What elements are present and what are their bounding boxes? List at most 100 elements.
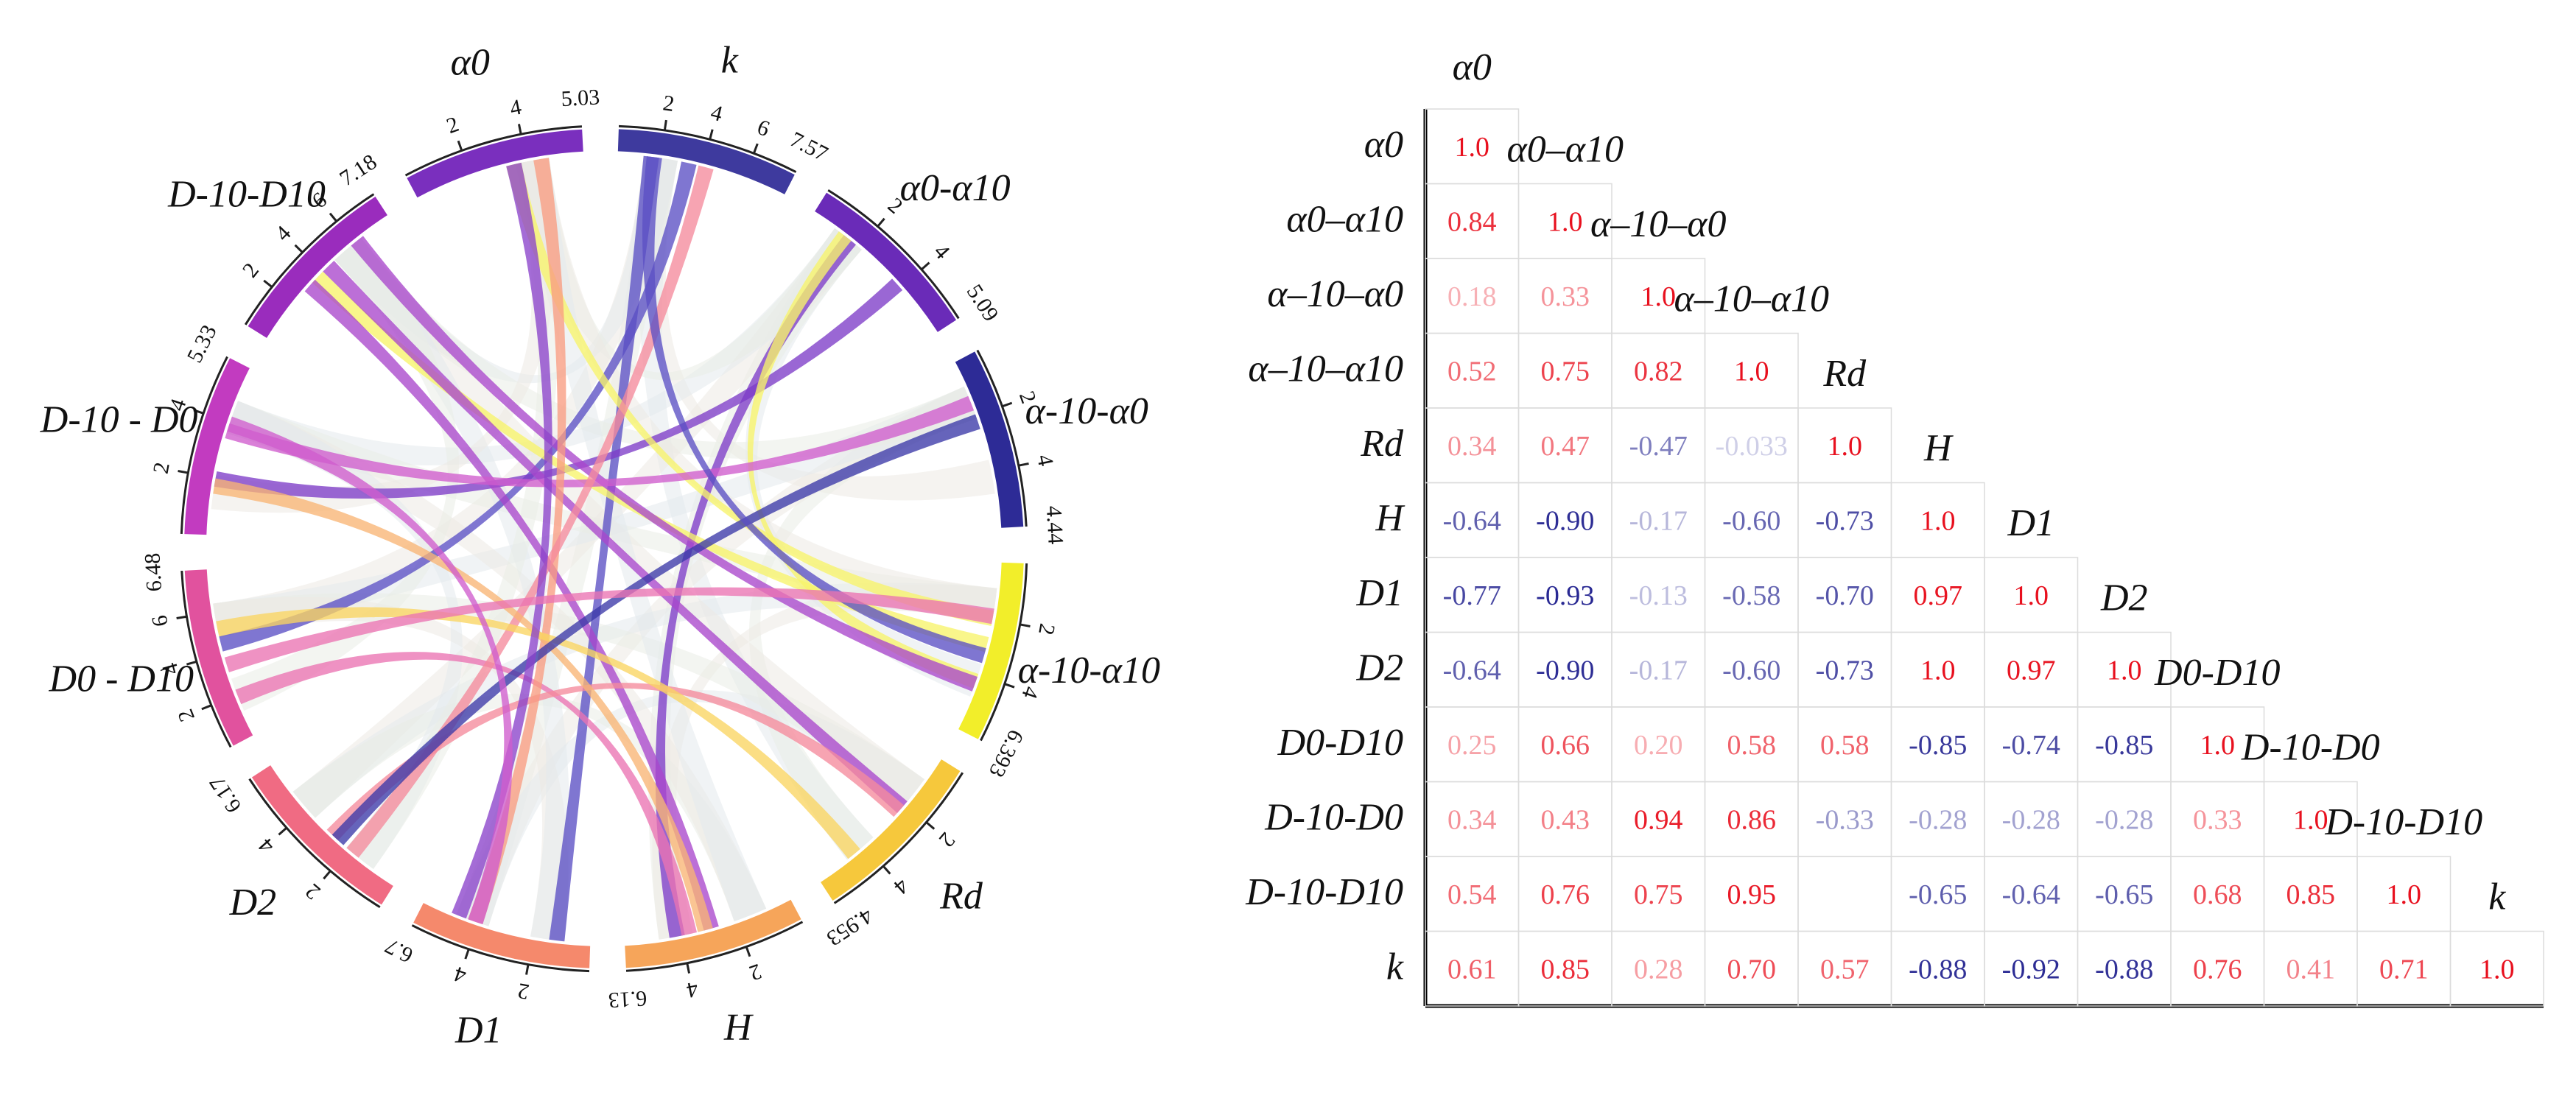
segment-label-a0a10: α0-α10 — [900, 167, 1011, 209]
matrix-row-label: H — [1375, 497, 1405, 539]
matrix-diag-label: α–10–α0 — [1590, 203, 1727, 245]
matrix-cell-value: 0.70 — [1727, 954, 1777, 985]
matrix-cell-value: -0.17 — [1629, 505, 1688, 536]
segment-max-label: 6.7 — [382, 934, 417, 968]
matrix-labels: α0 α0 α0–α10 α0–α10 α–10–α0 α–10–α0 α–10–α10 α–… — [1245, 46, 2506, 988]
chord-ribbon — [214, 278, 903, 499]
matrix-diag-label: α–10–α10 — [1674, 278, 1829, 320]
chord-ribbon — [224, 587, 994, 672]
segment-label-D1: D1 — [455, 1009, 502, 1051]
matrix-row-label: α0 — [1364, 124, 1403, 166]
tick-mark — [193, 409, 204, 415]
tick-mark — [663, 119, 667, 131]
background-ribbon — [226, 401, 997, 622]
segment-max-label: 4.953 — [822, 904, 877, 951]
matrix-cell-value: -0.74 — [2002, 730, 2060, 761]
tick-label: 4 — [508, 95, 523, 121]
matrix-cell-value: -0.77 — [1443, 580, 1501, 611]
chord-ribbon — [323, 260, 908, 814]
segment-arc-Dm10D10 — [248, 196, 387, 338]
tick-mark — [709, 129, 714, 140]
matrix-cell-value: 0.33 — [1541, 281, 1590, 312]
segment-arc-a0 — [407, 129, 583, 198]
tick-mark — [877, 217, 885, 228]
segment-max-label: 4.44 — [1042, 505, 1068, 545]
matrix-diag-label: k — [2488, 876, 2506, 918]
chord-ribbon — [549, 155, 659, 942]
segment-arc-a0a10 — [815, 192, 957, 332]
matrix-cell-value: 0.76 — [1541, 879, 1590, 910]
background-ribbon — [515, 158, 862, 381]
segment-axis — [625, 921, 804, 972]
tick-mark — [517, 124, 522, 135]
matrix-cell-value: 0.54 — [1447, 879, 1497, 910]
matrix-cell-value: 1.0 — [2387, 879, 2422, 910]
tick-mark — [882, 865, 891, 875]
matrix-row-label: α–10–α10 — [1248, 348, 1403, 390]
tick-label: 2 — [238, 258, 264, 282]
tick-mark — [1019, 623, 1031, 627]
matrix-cell-value: -0.60 — [1722, 505, 1780, 536]
tick-mark — [323, 870, 331, 880]
chord-labels: 2 46 7.57k245.09α0-α10244.44α-10-α0246.393… — [40, 40, 1160, 1052]
segment-label-D2: D2 — [229, 882, 277, 924]
tick-label: 2 — [443, 112, 462, 138]
segment-label-k: k — [721, 40, 739, 82]
tick-label: 4 — [929, 239, 955, 264]
matrix-cell-value: 0.75 — [1541, 356, 1590, 387]
segment-label-am10a10: α-10-α10 — [1018, 650, 1160, 692]
matrix-row-label: D2 — [1355, 647, 1403, 689]
tick-label: 4 — [253, 834, 279, 858]
correlation-matrix: 1.0 0.84 1.0 0.18 0.33 1.0 0.52 0.75 0.82 1.0 0.34… — [1238, 0, 2576, 1097]
matrix-cell-value: 0.95 — [1727, 879, 1777, 910]
matrix-cell-value: 0.58 — [1727, 730, 1777, 761]
segment-arc-Rd — [821, 759, 961, 901]
chord-ribbon — [655, 235, 857, 938]
matrix-cell-value: 0.97 — [1914, 580, 1963, 611]
matrix-row-label: α–10–α0 — [1267, 273, 1403, 315]
matrix-cell-value: 1.0 — [1455, 132, 1490, 163]
segment-max-label: 7.18 — [335, 150, 381, 191]
tick-mark — [1002, 401, 1013, 408]
chord-ribbon — [227, 416, 513, 925]
matrix-cell-value: -0.65 — [1909, 879, 1967, 910]
matrix-cell-value: -0.90 — [1536, 505, 1594, 536]
matrix-cell-value: 0.86 — [1727, 804, 1777, 835]
matrix-cell-value: 0.34 — [1447, 804, 1497, 835]
matrix-cell-value: 0.25 — [1447, 730, 1497, 761]
segment-axis — [827, 189, 960, 320]
matrix-cell-value: 0.71 — [2379, 954, 2429, 985]
matrix-cell-border — [1797, 856, 1892, 932]
background-ribbon — [334, 237, 978, 460]
matrix-cell-value: 1.0 — [1734, 356, 1769, 387]
chord-svg: 2 46 7.57k245.09α0-α10244.44α-10-α0246.393… — [40, 40, 1160, 1052]
segment-max-label: 6.17 — [205, 772, 246, 817]
matrix-svg: 1.0 0.84 1.0 0.18 0.33 1.0 0.52 0.75 0.82 1.0 0.34… — [1245, 46, 2544, 1008]
matrix-diag-label: D2 — [2100, 577, 2148, 619]
tick-label: 6 — [754, 115, 773, 141]
matrix-cell-value: 0.28 — [1634, 954, 1683, 985]
background-ribbon — [748, 386, 978, 860]
matrix-cell-value: 1.0 — [1828, 431, 1863, 462]
matrix-diag-label: D0-D10 — [2154, 652, 2280, 694]
matrix-cell-value: 1.0 — [2293, 804, 2328, 835]
matrix-cell-value: 0.61 — [1447, 954, 1497, 985]
matrix-grid — [1423, 108, 2544, 1008]
matrix-row-label: α0–α10 — [1286, 198, 1403, 240]
matrix-cell-value: -0.033 — [1716, 431, 1788, 462]
matrix-cell-value: -0.73 — [1816, 505, 1874, 536]
segment-arc-D0D10 — [184, 569, 253, 746]
segment-max-label: 7.57 — [786, 127, 832, 166]
matrix-cell-value: 0.76 — [2193, 954, 2242, 985]
tick-mark — [457, 140, 463, 151]
chord-arcs — [176, 119, 1031, 975]
matrix-cell-value: -0.28 — [1909, 804, 1967, 835]
matrix-row-label: Rd — [1360, 423, 1404, 465]
matrix-cell-value: 0.66 — [1541, 730, 1590, 761]
tick-label: 4 — [451, 961, 469, 988]
matrix-cell-value: 1.0 — [2480, 954, 2515, 985]
segment-max-label: 6.48 — [140, 552, 166, 592]
tick-mark — [525, 964, 530, 975]
segment-axis — [980, 563, 1028, 742]
background-ribbon — [515, 158, 767, 922]
